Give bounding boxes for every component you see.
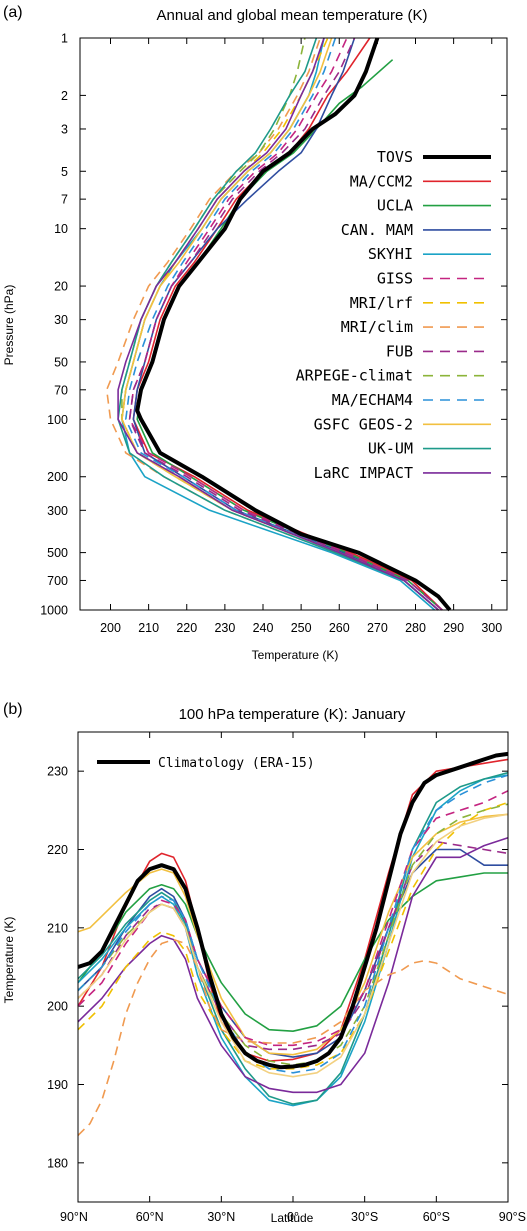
x-tick-label: 30°N: [207, 1210, 235, 1224]
legend-label-ma-ccm2: MA/CCM2: [350, 172, 413, 190]
series-line-mri-clim: [105, 37, 439, 611]
series-line-model-4: [77, 774, 509, 1107]
plot-a-frame: [79, 37, 508, 611]
y-tick-label: 7: [61, 193, 68, 207]
x-tick-label: 210: [138, 621, 159, 635]
x-tick-label: 90°N: [60, 1210, 88, 1224]
legend-label-uk-um: UK-UM: [368, 440, 413, 458]
x-tick-label: 270: [367, 621, 388, 635]
legend-label-can-mam: CAN. MAM: [341, 221, 413, 239]
y-tick-label: 700: [47, 574, 68, 588]
series-line-model-8: [77, 790, 509, 1047]
x-tick-label: 260: [329, 621, 350, 635]
y-tick-label: 70: [54, 383, 68, 397]
y-tick-label: 2: [61, 89, 68, 103]
chart-a-xlabel: Temperature (K): [252, 648, 339, 662]
x-tick-label: 290: [443, 621, 464, 635]
y-tick-label: 30: [54, 313, 68, 327]
series-line-model-5: [77, 771, 509, 1105]
y-tick-label: 1: [61, 32, 68, 46]
chart-b-xlabel: Latitude: [271, 1211, 314, 1225]
chart-a-title: Annual and global mean temperature (K): [157, 7, 428, 24]
x-tick-label: 300: [481, 621, 502, 635]
series-line-larc-impact: [117, 37, 439, 611]
legend-label-tovs: TOVS: [377, 148, 413, 166]
chart-b-title: 100 hPa temperature (K): January: [179, 706, 406, 723]
x-tick-label: 220: [176, 621, 197, 635]
series-line-ma-ccm2: [132, 37, 443, 611]
legend-label-mri-lrf: MRI/lrf: [350, 294, 413, 312]
x-tick-label: 200: [100, 621, 121, 635]
x-tick-label: 30°S: [351, 1210, 378, 1224]
y-tick-label: 190: [47, 1078, 68, 1092]
x-tick-label: 60°S: [423, 1210, 450, 1224]
y-tick-label: 300: [47, 504, 68, 518]
series-line-model-3: [77, 848, 508, 1058]
chart-b-ylabel: Temperature (K): [2, 917, 16, 1004]
series-line-fub: [128, 37, 443, 611]
y-tick-label: 10: [54, 222, 68, 236]
series-line-model-7: [77, 813, 509, 1056]
legend-label-larc-impact: LaRC IMPACT: [314, 464, 413, 482]
panel-a-label: (a): [3, 4, 23, 21]
x-tick-label: 280: [405, 621, 426, 635]
y-tick-label: 3: [61, 122, 68, 136]
series-line-ma-echam4: [125, 37, 439, 611]
legend-label-arpege-climat: ARPEGE-climat: [296, 367, 413, 385]
y-tick-label: 200: [47, 1000, 68, 1014]
legend-label-ma-echam4: MA/ECHAM4: [332, 391, 413, 409]
y-tick-label: 100: [47, 413, 68, 427]
legend-label-gsfc-geos-2: GSFC GEOS-2: [314, 415, 413, 433]
legend-label-climatology: Climatology (ERA-15): [158, 756, 315, 771]
series-line-climatology-era-15: [77, 751, 509, 1070]
x-tick-label: 90°S: [499, 1210, 526, 1224]
chart-a-ylabel: Pressure (hPa): [2, 285, 16, 366]
y-tick-label: 1000: [40, 604, 68, 618]
series-line-model-2: [77, 872, 508, 1032]
series-line-tovs: [135, 37, 452, 612]
legend-label-giss: GISS: [377, 270, 413, 288]
legend-label-skyhi: SKYHI: [368, 245, 413, 263]
x-tick-label: 60°N: [136, 1210, 164, 1224]
y-tick-label: 230: [47, 765, 68, 779]
panel-b-chart: 100 hPa temperature (K): January Latitud…: [2, 706, 526, 1225]
y-tick-label: 200: [47, 470, 68, 484]
legend-label-ucla: UCLA: [377, 197, 413, 215]
legend-label-mri-clim: MRI/clim: [341, 318, 413, 336]
y-tick-label: 5: [61, 165, 68, 179]
y-tick-label: 500: [47, 546, 68, 560]
y-tick-label: 50: [54, 355, 68, 369]
x-tick-label: 0°: [287, 1210, 299, 1224]
x-tick-label: 230: [214, 621, 235, 635]
panel-b-label: (b): [3, 701, 23, 718]
plot-b-frame: [77, 731, 509, 1203]
y-tick-label: 180: [47, 1156, 68, 1170]
y-tick-label: 220: [47, 843, 68, 857]
y-tick-label: 210: [47, 921, 68, 935]
y-tick-label: 20: [54, 280, 68, 294]
x-tick-label: 240: [253, 621, 274, 635]
series-line-model-13: [77, 774, 509, 1074]
series-line-model-14: [77, 813, 509, 1078]
panel-a-chart: Annual and global mean temperature (K) T…: [2, 7, 508, 662]
x-tick-label: 250: [291, 621, 312, 635]
series-line-model-6: [77, 837, 509, 1094]
series-line-model-9: [77, 840, 509, 1051]
series-line-model-11: [77, 938, 509, 1136]
series-line-model-10: [77, 801, 509, 1070]
legend-label-fub: FUB: [386, 342, 413, 360]
